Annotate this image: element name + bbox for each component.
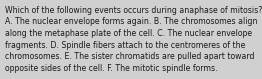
- Text: fragments. D. Spindle fibers attach to the centromeres of the: fragments. D. Spindle fibers attach to t…: [5, 41, 245, 50]
- Text: along the metaphase plate of the cell. C. The nuclear envelope: along the metaphase plate of the cell. C…: [5, 29, 252, 38]
- Text: opposite sides of the cell. F. The mitotic spindle forms.: opposite sides of the cell. F. The mitot…: [5, 64, 217, 73]
- Text: Which of the following events occurs during anaphase of mitosis?: Which of the following events occurs dur…: [5, 6, 262, 15]
- Text: chromosomes. E. The sister chromatids are pulled apart toward: chromosomes. E. The sister chromatids ar…: [5, 52, 254, 61]
- Text: A. The nuclear envelope forms again. B. The chromosomes align: A. The nuclear envelope forms again. B. …: [5, 17, 257, 26]
